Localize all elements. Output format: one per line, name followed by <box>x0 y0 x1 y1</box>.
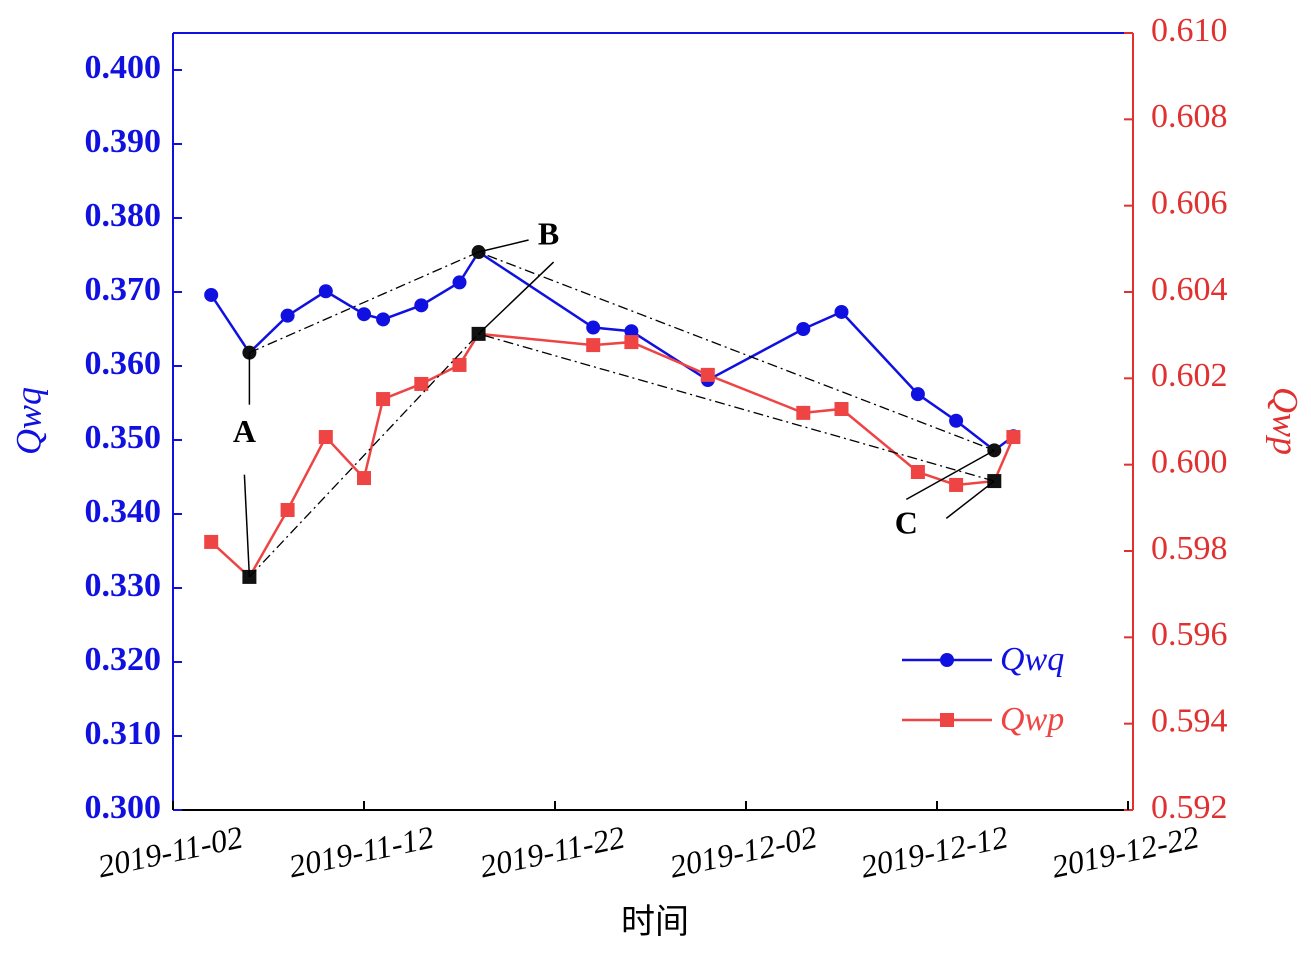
y2-tick-label: 0.604 <box>1151 271 1228 308</box>
point <box>624 324 639 339</box>
point <box>357 471 371 486</box>
y-tick-label: 0.300 <box>85 789 162 826</box>
point <box>586 320 601 335</box>
point <box>280 502 295 517</box>
leader <box>478 239 529 253</box>
y2-axis-label: Qwp <box>1266 387 1306 455</box>
point <box>949 477 964 492</box>
point <box>376 392 391 407</box>
legend-label: Qwq <box>1000 641 1064 678</box>
y-tick-label: 0.310 <box>85 715 162 752</box>
y2-tick-label: 0.592 <box>1151 789 1228 826</box>
y-tick-label: 0.400 <box>85 49 162 86</box>
point <box>949 413 964 428</box>
point <box>910 465 925 480</box>
x-axis-label: 时间 <box>621 904 689 941</box>
y-axis-label: Qwq <box>8 387 48 455</box>
point <box>796 322 811 336</box>
point <box>700 367 715 382</box>
leader <box>243 474 251 577</box>
series-line <box>210 332 1015 579</box>
point <box>414 376 429 391</box>
point <box>624 335 639 350</box>
y2-tick-label: 0.600 <box>1151 443 1228 480</box>
point <box>414 298 429 313</box>
point <box>834 304 849 319</box>
y-tick-label: 0.360 <box>85 345 162 382</box>
y-tick-label: 0.340 <box>85 493 162 530</box>
leader <box>905 449 995 501</box>
point <box>834 401 849 416</box>
trend-connector <box>249 251 995 451</box>
point <box>452 357 467 372</box>
x-tick-label: 2019-12-22 <box>1048 818 1202 884</box>
point <box>910 387 925 402</box>
y-tick-label: 0.370 <box>85 271 162 308</box>
x-tick-label: 2019-11-22 <box>477 819 628 885</box>
leader <box>478 261 555 335</box>
y2-tick-label: 0.598 <box>1151 530 1228 567</box>
annotation-label: C <box>895 505 918 541</box>
y2-tick-label: 0.596 <box>1151 616 1228 653</box>
point <box>318 430 333 445</box>
legend-label: Qwp <box>1000 701 1064 738</box>
x-tick-label: 2019-12-02 <box>666 818 820 884</box>
y-tick-label: 0.320 <box>85 641 162 678</box>
point <box>357 307 371 322</box>
point <box>586 338 601 353</box>
x-tick-label: 2019-11-02 <box>95 819 246 885</box>
point <box>204 287 219 302</box>
point <box>204 534 219 549</box>
point <box>452 275 467 290</box>
annotation-label: B <box>538 215 559 251</box>
x-tick-label: 2019-12-12 <box>857 818 1011 884</box>
y2-tick-label: 0.602 <box>1151 357 1228 394</box>
x-tick-label: 2019-11-12 <box>286 819 437 885</box>
point <box>796 405 811 420</box>
y2-tick-label: 0.608 <box>1151 98 1228 135</box>
leader <box>945 480 995 519</box>
annotation-label: A <box>233 413 256 449</box>
y-tick-label: 0.330 <box>85 567 162 604</box>
legend-marker <box>940 653 954 667</box>
legend-marker <box>940 713 954 727</box>
trend-connector <box>248 333 995 578</box>
point <box>1006 430 1021 445</box>
point <box>318 284 333 299</box>
y2-tick-label: 0.610 <box>1151 12 1228 49</box>
point <box>280 308 295 323</box>
series-line <box>210 250 1015 452</box>
y-tick-label: 0.390 <box>85 123 162 160</box>
y2-tick-label: 0.606 <box>1151 184 1228 221</box>
y2-tick-label: 0.594 <box>1151 702 1228 739</box>
y-tick-label: 0.350 <box>85 419 162 456</box>
y-tick-label: 0.380 <box>85 197 162 234</box>
point <box>376 312 391 327</box>
